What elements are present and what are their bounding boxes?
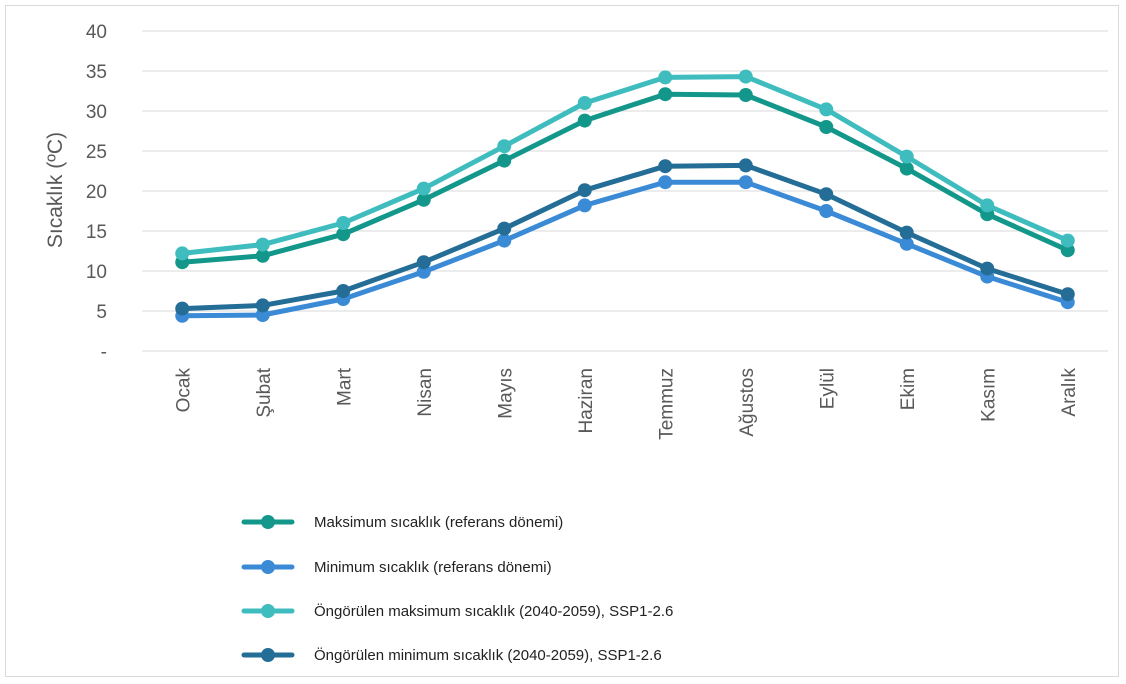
legend-entry: Öngörülen minimum sıcaklık (2040-2059), …	[241, 646, 662, 664]
data-point	[577, 183, 592, 198]
data-point	[1060, 243, 1075, 258]
data-point	[416, 192, 431, 207]
x-tick-label: Şubat	[254, 367, 275, 417]
data-point	[658, 175, 673, 190]
data-point	[175, 301, 190, 316]
y-tick-label: 40	[86, 22, 107, 43]
series-2	[175, 175, 1075, 323]
legend-label: Öngörülen maksimum sıcaklık (2040-2059),…	[314, 602, 673, 620]
y-tick-label: 25	[86, 142, 107, 163]
data-point	[980, 261, 995, 276]
y-tick-label: 10	[86, 262, 107, 283]
x-tick-label: Haziran	[576, 368, 597, 433]
legend-label: Maksimum sıcaklık (referans dönemi)	[314, 514, 563, 531]
legend-entry: Maksimum sıcaklık (referans dönemi)	[241, 514, 563, 531]
data-point	[497, 221, 512, 236]
data-point	[658, 70, 673, 85]
data-point	[738, 158, 753, 173]
y-tick-label: 30	[86, 102, 107, 123]
series-lines	[175, 69, 1075, 323]
legend-marker	[261, 604, 275, 618]
data-point	[255, 308, 270, 322]
legend-entry: Minimum sıcaklık (referans dönemi)	[241, 559, 552, 576]
x-tick-label: Nisan	[415, 368, 436, 417]
data-point	[899, 149, 914, 164]
x-tick-label: Ağustos	[737, 368, 758, 437]
y-tick-label: 35	[86, 62, 107, 83]
legend-label: Minimum sıcaklık (referans dönemi)	[314, 559, 552, 576]
data-point	[899, 236, 914, 251]
gridlines	[142, 30, 1108, 352]
data-point	[255, 298, 270, 313]
data-point	[899, 161, 914, 176]
series-line	[179, 179, 1071, 319]
x-tick-label: Ocak	[173, 368, 194, 413]
data-point	[336, 284, 351, 298]
x-tick-label: Ekim	[898, 368, 919, 410]
data-point	[738, 175, 753, 190]
data-point	[416, 255, 431, 270]
data-point	[175, 246, 190, 261]
data-point	[416, 181, 431, 196]
data-point	[899, 225, 914, 240]
y-tick-label: -	[101, 342, 107, 363]
x-tick-label: Mayıs	[495, 368, 516, 419]
y-axis-label: Sıcaklık (ºC)	[44, 132, 67, 248]
data-point	[980, 198, 995, 213]
x-tick-label: Eylül	[817, 368, 838, 409]
data-point	[738, 69, 753, 84]
data-point	[255, 237, 270, 252]
data-point	[577, 113, 592, 128]
x-tick-label: Aralık	[1059, 368, 1080, 417]
data-point	[416, 264, 431, 279]
data-point	[497, 153, 512, 168]
data-point	[738, 88, 753, 102]
series-line	[179, 162, 1071, 312]
x-tick-label: Temmuz	[656, 368, 677, 440]
legend-marker	[261, 515, 275, 529]
legend-entry: Öngörülen maksimum sıcaklık (2040-2059),…	[241, 602, 673, 620]
data-point	[658, 159, 673, 174]
series-1	[175, 87, 1075, 270]
series-line	[179, 74, 1071, 256]
legend-label: Öngörülen minimum sıcaklık (2040-2059), …	[314, 646, 662, 664]
data-point	[336, 227, 351, 242]
data-point	[1060, 233, 1075, 248]
x-axis: Ocak Şubat Mart Nisan Mayıs Haziran Temmuz Ağus…	[173, 367, 1080, 440]
data-point	[336, 216, 351, 230]
legend: Maksimum sıcaklık (referans dönemi) Minim…	[241, 514, 673, 664]
y-axis: - 5 10 15 20 25 30 35 40	[86, 22, 107, 363]
legend-marker	[261, 560, 275, 574]
data-point	[819, 187, 834, 202]
y-tick-label: 15	[86, 222, 107, 243]
data-point	[497, 139, 512, 154]
y-tick-label: 20	[86, 182, 107, 203]
data-point	[658, 87, 673, 102]
data-point	[497, 233, 512, 248]
series-3	[175, 69, 1075, 261]
data-point	[577, 198, 592, 213]
data-point	[577, 96, 592, 110]
data-point	[819, 102, 834, 117]
x-tick-label: Mart	[334, 367, 355, 406]
y-tick-label: 5	[96, 302, 107, 323]
legend-marker	[261, 648, 275, 662]
series-line	[179, 91, 1071, 265]
data-point	[819, 204, 834, 218]
x-tick-label: Kasım	[978, 368, 999, 422]
data-point	[819, 120, 834, 134]
series-4	[175, 158, 1075, 316]
data-point	[1060, 287, 1075, 302]
data-point	[255, 248, 270, 263]
